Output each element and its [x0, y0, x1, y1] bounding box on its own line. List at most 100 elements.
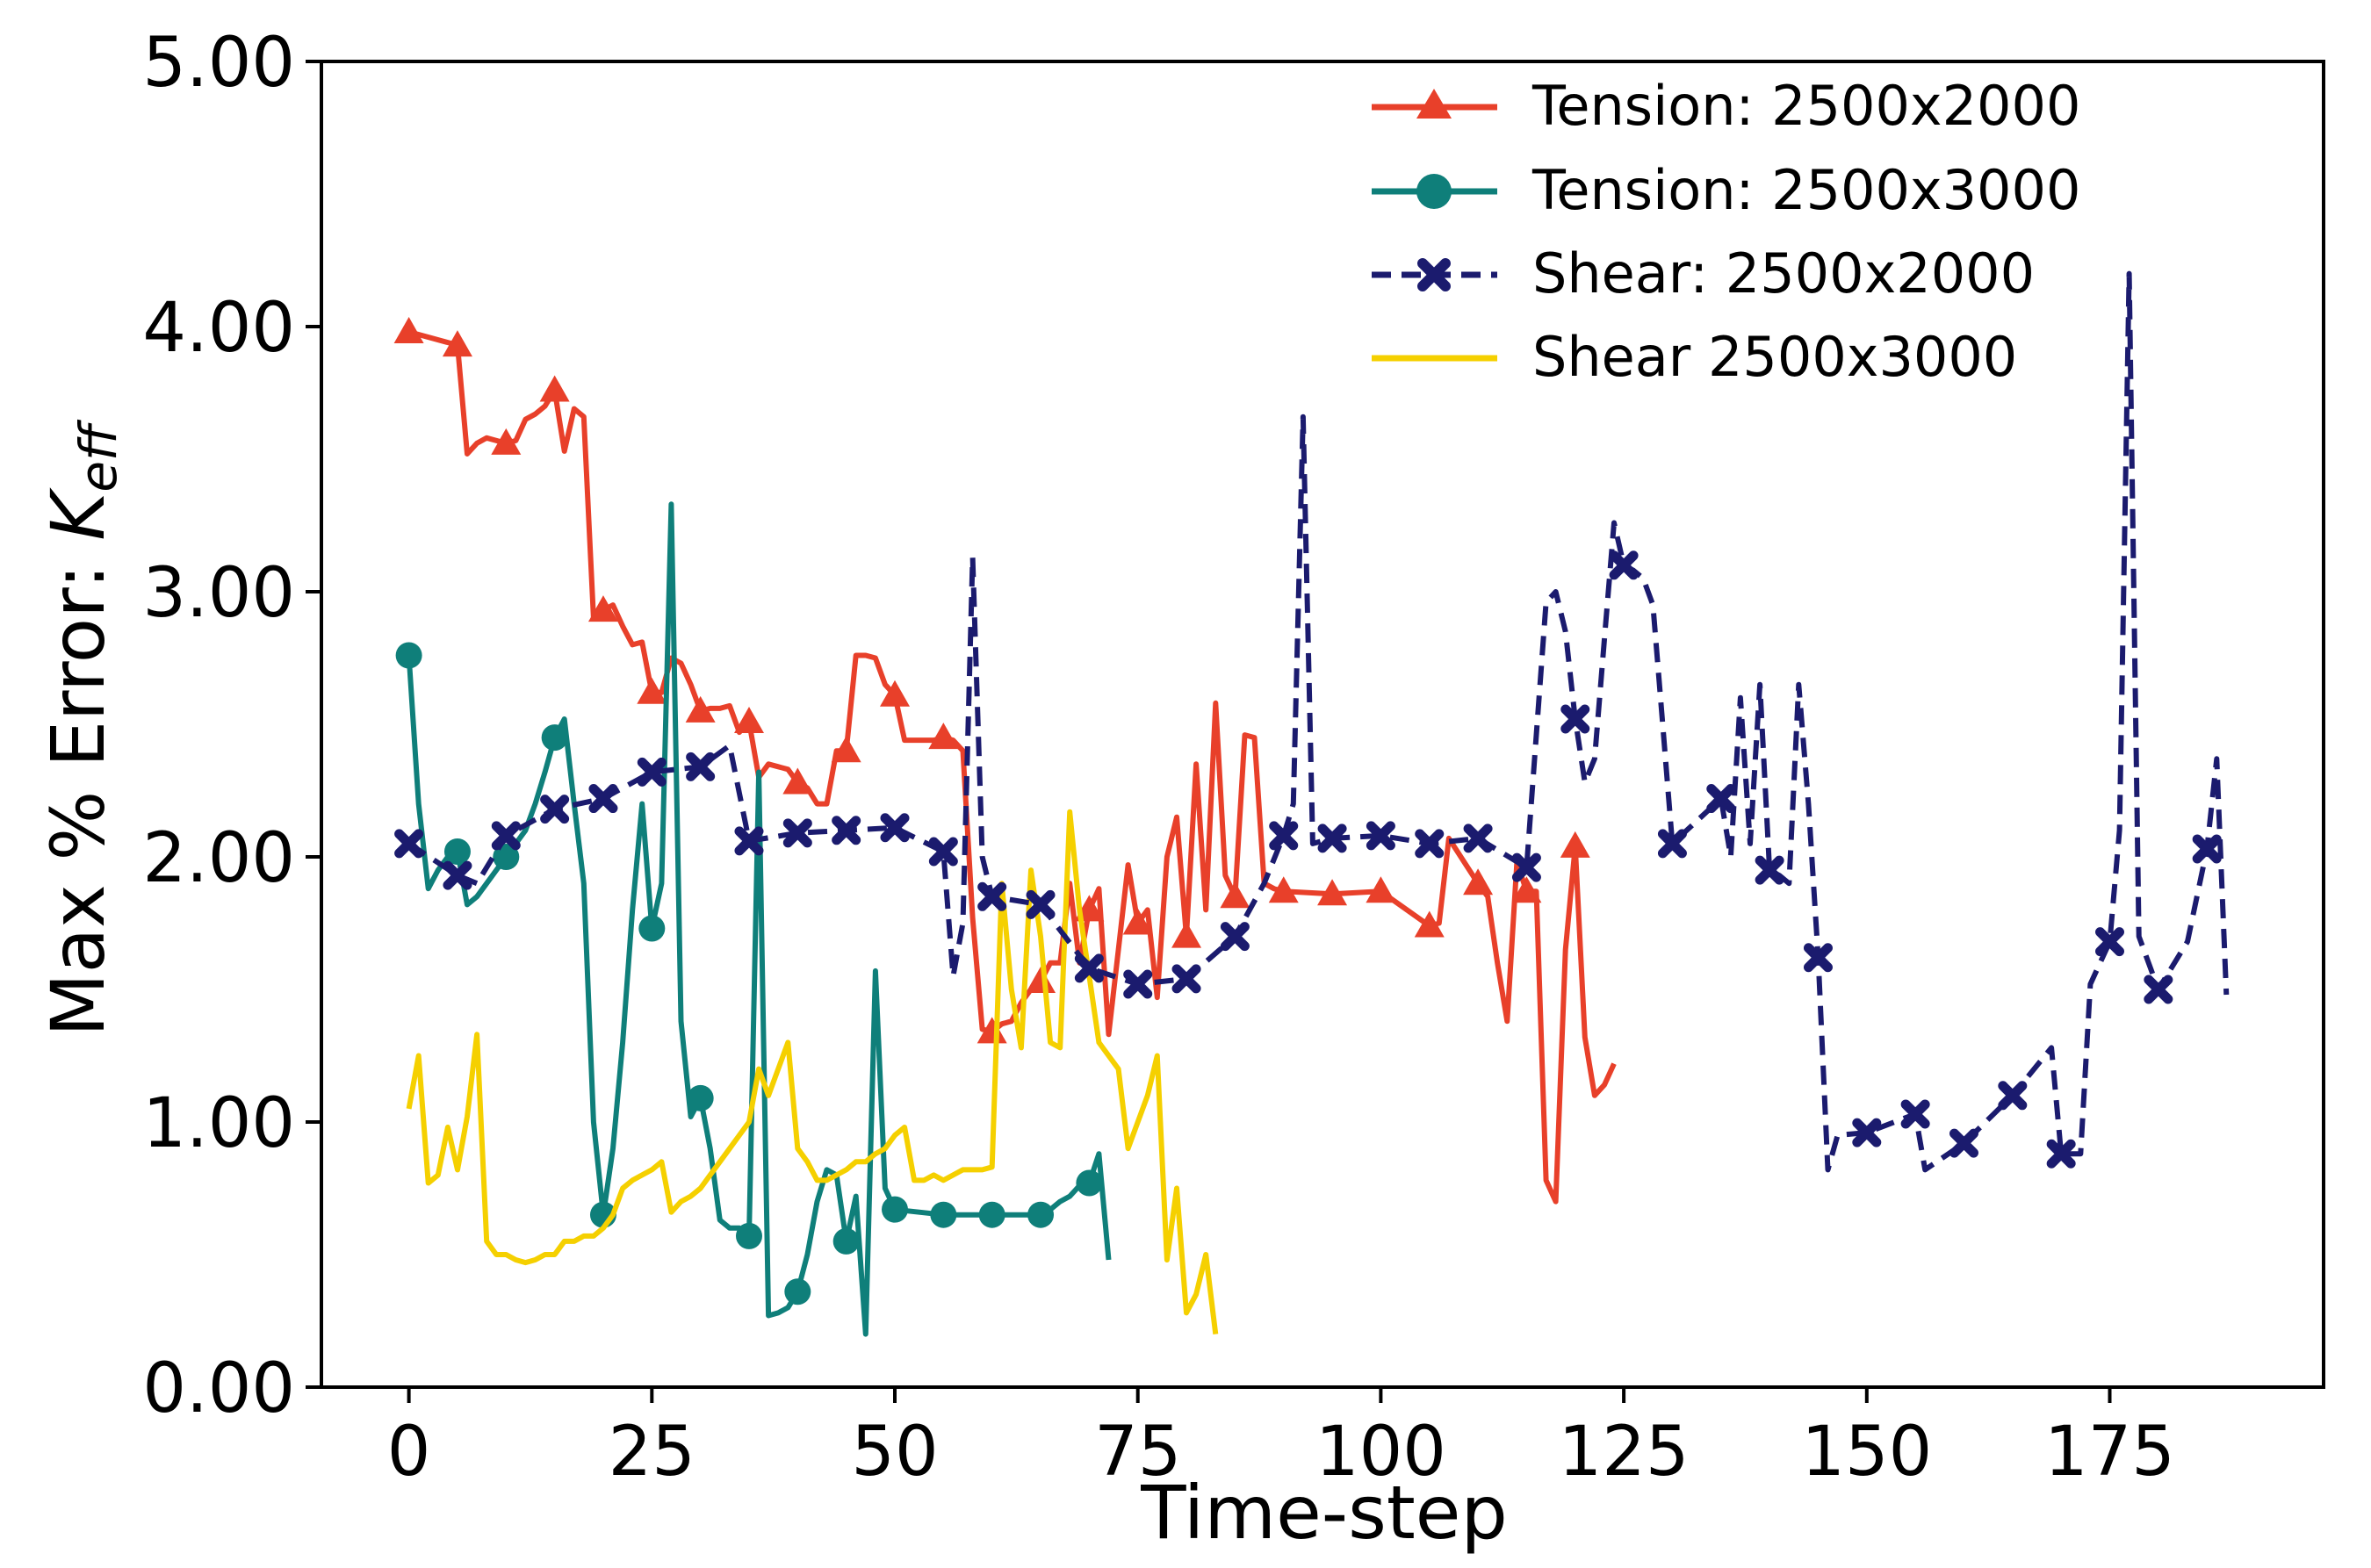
data-point-triangle [539, 375, 570, 402]
data-point-circle [493, 844, 520, 870]
data-point-circle [541, 724, 568, 752]
data-point-x [491, 821, 521, 851]
data-point-x [1317, 824, 1347, 853]
data-point-triangle [1414, 910, 1445, 938]
data-point-triangle [928, 723, 959, 750]
y-axis-ticks: 0.00 1.00 2.00 3.00 4.00 5.00 [142, 24, 321, 1428]
data-point-x [880, 813, 910, 843]
data-point-x [977, 881, 1007, 911]
data-point-triangle [1026, 966, 1056, 993]
x-tick-label: 100 [1315, 1413, 1446, 1492]
data-point-triangle [1268, 876, 1299, 903]
series-3 [406, 809, 1219, 1334]
data-point-circle [978, 1201, 1005, 1228]
data-point-triangle [442, 330, 472, 357]
data-point-x [1755, 855, 1784, 885]
data-point-x [394, 829, 424, 859]
y-axis-label-subscript: eff [68, 419, 128, 493]
legend-item-shear-2500x3000[interactable]: Shear 2500x3000 [1372, 325, 2017, 389]
data-point-triangle [393, 317, 424, 344]
data-point-x [2095, 927, 2124, 957]
legend-item-tension-2500x2000[interactable]: Tension: 2500x2000 [1372, 74, 2080, 138]
series-1 [395, 501, 1112, 1337]
data-point-x [1998, 1081, 2028, 1111]
data-point-x [1560, 704, 1590, 734]
data-point-x [1171, 964, 1201, 994]
data-point-triangle [1220, 881, 1250, 909]
plot-frame [320, 60, 2325, 1389]
data-point-x [734, 826, 764, 856]
data-point-x [1706, 784, 1736, 814]
data-point-x [2144, 975, 2173, 1004]
data-point-x [1026, 889, 1056, 919]
x-tick-label: 175 [2044, 1413, 2175, 1492]
data-point-x [1074, 953, 1104, 983]
legend-label-shear-2500x2000: Shear: 2500x2000 [1532, 241, 2035, 306]
data-point-x [1949, 1128, 1978, 1158]
data-point-x [443, 860, 472, 890]
data-point-circle [784, 1278, 811, 1305]
legend-label-tension-2500x2000: Tension: 2500x2000 [1531, 74, 2080, 138]
data-point-triangle [977, 1017, 1007, 1044]
data-point-x [686, 752, 716, 781]
data-point-circle [882, 1196, 909, 1223]
data-point-x [2046, 1139, 2076, 1169]
data-point-triangle [491, 428, 522, 455]
y-tick-label: 5.00 [142, 24, 295, 103]
data-point-triangle [831, 736, 861, 763]
x-tick-label: 50 [851, 1413, 938, 1492]
data-point-x [637, 757, 667, 787]
data-point-triangle [733, 706, 764, 733]
x-axis-ticks: 0 25 50 75 100 125 150 175 [387, 1387, 2175, 1492]
data-point-triangle [1463, 868, 1494, 895]
y-tick-label: 4.00 [142, 289, 295, 368]
data-point-circle [395, 642, 422, 669]
series-line [407, 329, 1617, 1205]
legend-marker-x [1417, 258, 1451, 291]
data-point-x [1852, 1118, 1882, 1147]
data-point-x [2192, 834, 2222, 864]
data-point-circle [687, 1084, 714, 1111]
y-tick-label: 3.00 [142, 554, 295, 633]
data-point-x [782, 818, 812, 848]
data-point-triangle [782, 767, 813, 795]
data-point-x [928, 837, 958, 867]
data-point-circle [443, 838, 471, 865]
data-point-triangle [1122, 908, 1153, 935]
series-line [406, 809, 1219, 1334]
data-point-x [1415, 829, 1445, 859]
data-point-triangle [685, 695, 716, 723]
data-point-x [588, 784, 618, 814]
data-point-triangle [1511, 876, 1542, 903]
y-axis-label: Max % Error: Keff [35, 419, 128, 1037]
data-point-circle [1027, 1201, 1055, 1228]
legend-label-tension-2500x3000: Tension: 2500x3000 [1531, 158, 2080, 222]
series-2 [394, 270, 2230, 1173]
series-0 [393, 317, 1617, 1205]
data-point-x [1220, 922, 1250, 952]
data-point-x [540, 795, 570, 824]
data-point-circle [832, 1227, 860, 1255]
data-point-x [1657, 829, 1687, 859]
data-point-circle [735, 1222, 762, 1249]
x-tick-label: 150 [1801, 1413, 1932, 1492]
data-point-triangle [1317, 879, 1348, 906]
data-point-x [832, 816, 861, 845]
data-point-triangle [587, 595, 618, 622]
y-tick-label: 2.00 [142, 819, 295, 898]
x-tick-label: 0 [387, 1413, 431, 1492]
data-point-triangle [1171, 921, 1202, 948]
y-axis-label-symbol: K [35, 487, 121, 541]
data-point-triangle [1560, 831, 1590, 858]
legend: Tension: 2500x2000 Tension: 2500x3000 Sh… [1372, 74, 2080, 389]
data-point-x [1900, 1099, 1930, 1129]
x-axis-label: Time-step [1140, 1470, 1508, 1556]
data-point-x [1123, 969, 1153, 999]
legend-item-tension-2500x3000[interactable]: Tension: 2500x3000 [1372, 158, 2080, 222]
x-tick-label: 125 [1559, 1413, 1690, 1492]
legend-item-shear-2500x2000[interactable]: Shear: 2500x2000 [1372, 241, 2035, 306]
data-point-x [1609, 550, 1639, 580]
data-point-circle [638, 915, 666, 942]
legend-marker-circle [1416, 174, 1452, 209]
